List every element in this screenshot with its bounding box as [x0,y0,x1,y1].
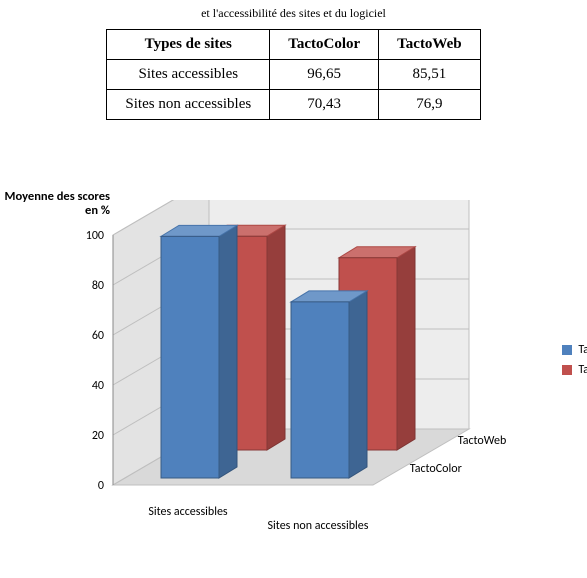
table-row: Sites non accessibles 70,43 76,9 [107,90,480,120]
svg-text:TactoColor: TactoColor [410,462,462,476]
ytick-100: 100 [86,229,104,243]
cell-r0c2: 85,51 [379,60,480,90]
legend-swatch-icon [562,365,572,375]
chart-3d: Sites accessibles Sites non accessibles Ta… [108,200,528,565]
chart-svg: Sites accessibles Sites non accessibles Ta… [108,200,528,560]
cell-r1c0: Sites non accessibles [107,90,270,120]
svg-text:Sites non accessibles: Sites non accessibles [268,519,369,533]
legend-label: Ta [578,363,587,377]
svg-text:TactoWeb: TactoWeb [458,434,506,448]
y-axis-title: Moyenne des scores en % [0,190,110,219]
ytick-40: 40 [92,379,104,393]
col-header-2: TactoWeb [379,30,480,60]
svg-text:Sites accessibles: Sites accessibles [148,505,228,519]
table-row: Sites accessibles 96,65 85,51 [107,60,480,90]
legend-item-tactocolor: Ta [562,340,587,360]
cell-r0c0: Sites accessibles [107,60,270,90]
legend-swatch-icon [562,345,572,355]
ytick-80: 80 [92,279,104,293]
page-root: et l'accessibilité des sites et du logic… [0,0,587,578]
legend-label: Ta [578,343,587,357]
chart-area: Moyenne des scores en % 100 80 60 40 20 … [0,190,587,578]
cell-r0c1: 96,65 [270,60,379,90]
ytick-60: 60 [92,329,104,343]
cell-r1c2: 76,9 [379,90,480,120]
table-header-row: Types de sites TactoColor TactoWeb [107,30,480,60]
figure-caption: et l'accessibilité des sites et du logic… [0,0,587,21]
col-header-1: TactoColor [270,30,379,60]
chart-legend: Ta Ta [562,340,587,380]
legend-item-tactoweb: Ta [562,360,587,380]
ytick-0: 0 [98,479,104,493]
cell-r1c1: 70,43 [270,90,379,120]
col-header-0: Types de sites [107,30,270,60]
y-axis-ticks: 100 80 60 40 20 0 [78,235,104,485]
data-table: Types de sites TactoColor TactoWeb Sites… [106,29,480,120]
ytick-20: 20 [92,429,104,443]
